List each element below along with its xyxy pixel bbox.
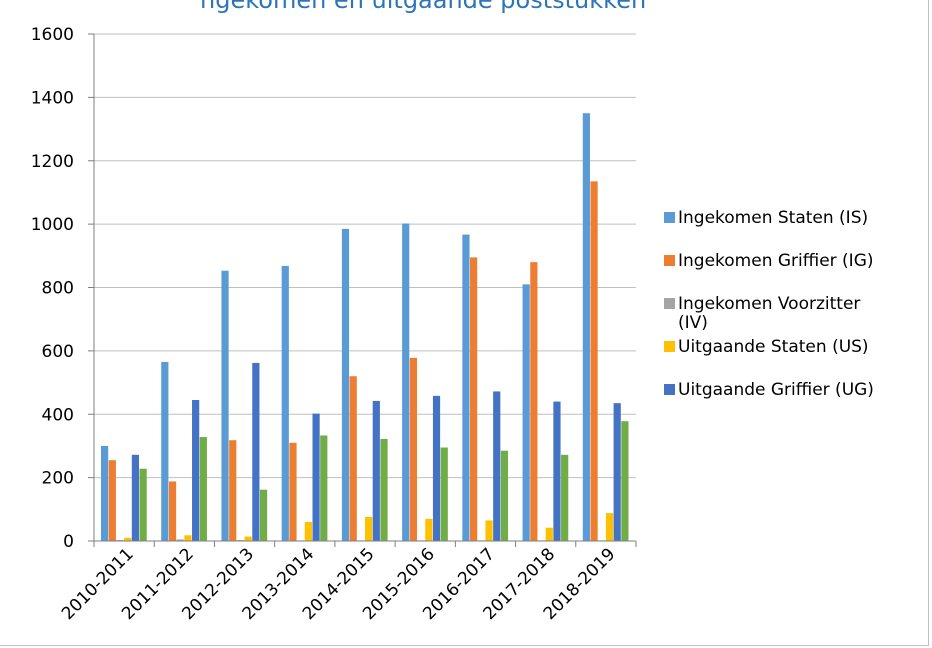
bar bbox=[545, 527, 553, 541]
legend: Ingekomen Staten (IS) Ingekomen Griffier … bbox=[664, 208, 874, 400]
y-tick-label: 1200 bbox=[31, 152, 74, 172]
legend-label: Ingekomen Voorzitter bbox=[678, 294, 860, 314]
bar bbox=[244, 536, 252, 541]
y-tick-label: 1600 bbox=[31, 25, 74, 45]
bar bbox=[101, 445, 109, 541]
legend-swatch bbox=[664, 341, 675, 352]
legend-item: Ingekomen Voorzitter(IV) bbox=[664, 294, 860, 333]
bar bbox=[462, 234, 470, 541]
bar bbox=[621, 421, 629, 541]
bar bbox=[613, 403, 621, 541]
bar bbox=[259, 489, 268, 541]
legend-label: Uitgaande Staten (US) bbox=[678, 337, 869, 357]
axes bbox=[88, 33, 637, 547]
bar bbox=[432, 395, 441, 541]
bar bbox=[605, 513, 614, 541]
y-tick-label: 1000 bbox=[31, 215, 74, 235]
bar bbox=[582, 113, 590, 541]
bar bbox=[561, 454, 569, 541]
bar bbox=[168, 481, 177, 541]
bar bbox=[470, 257, 478, 541]
legend-label: Ingekomen Griffier (IG) bbox=[678, 251, 874, 271]
y-tick-label: 0 bbox=[63, 532, 74, 552]
bar bbox=[349, 376, 357, 541]
bar bbox=[590, 181, 598, 541]
y-axis-ticks: 0 200 400 600 800 1000 1200 1400 1600 bbox=[31, 25, 74, 552]
bar bbox=[139, 468, 147, 541]
legend-item: Uitgaande Griffier (UG) bbox=[664, 380, 874, 400]
bar bbox=[281, 265, 289, 541]
bar bbox=[493, 391, 501, 541]
bar bbox=[320, 435, 328, 541]
bar bbox=[372, 400, 380, 541]
bar bbox=[553, 401, 561, 541]
bars bbox=[101, 113, 629, 542]
bar bbox=[402, 223, 410, 542]
bar bbox=[530, 262, 538, 541]
bar bbox=[108, 460, 116, 541]
y-tick-label: 200 bbox=[42, 469, 74, 489]
bar bbox=[341, 228, 350, 541]
legend-swatch bbox=[664, 255, 675, 266]
legend-label: Uitgaande Griffier (UG) bbox=[678, 380, 874, 400]
gridlines bbox=[94, 33, 636, 479]
bar bbox=[252, 362, 260, 541]
bar bbox=[425, 518, 433, 541]
chart-title: ngekomen en uitgaande poststukken bbox=[200, 0, 647, 14]
bar bbox=[124, 537, 132, 541]
bar bbox=[192, 399, 200, 541]
legend-item: Uitgaande Staten (US) bbox=[664, 337, 869, 357]
bar bbox=[312, 413, 320, 541]
bar bbox=[380, 438, 388, 541]
bar bbox=[184, 535, 192, 541]
bar bbox=[199, 437, 207, 541]
bar bbox=[289, 442, 297, 541]
bar bbox=[304, 521, 312, 541]
bar bbox=[485, 520, 493, 541]
legend-swatch bbox=[664, 298, 675, 309]
bar bbox=[409, 357, 418, 541]
legend-item: Ingekomen Staten (IS) bbox=[664, 208, 868, 228]
y-tick-label: 800 bbox=[42, 279, 74, 299]
x-axis-ticks: 2010-20112011-20122012-20132013-20142014… bbox=[58, 544, 619, 624]
bar bbox=[500, 450, 509, 541]
bar bbox=[221, 270, 229, 541]
legend-swatch bbox=[664, 384, 675, 395]
y-tick-label: 600 bbox=[42, 342, 74, 362]
bar bbox=[161, 361, 169, 541]
bar bbox=[522, 284, 530, 541]
legend-swatch bbox=[664, 212, 675, 223]
legend-label: (IV) bbox=[678, 313, 708, 333]
bar bbox=[365, 516, 373, 541]
y-tick-label: 400 bbox=[42, 405, 74, 425]
bar bbox=[131, 454, 140, 541]
legend-label: Ingekomen Staten (IS) bbox=[678, 208, 868, 228]
y-tick-label: 1400 bbox=[31, 88, 74, 108]
legend-item: Ingekomen Griffier (IG) bbox=[664, 251, 874, 271]
bar bbox=[176, 539, 184, 541]
bar bbox=[229, 440, 237, 541]
bar bbox=[440, 447, 448, 541]
